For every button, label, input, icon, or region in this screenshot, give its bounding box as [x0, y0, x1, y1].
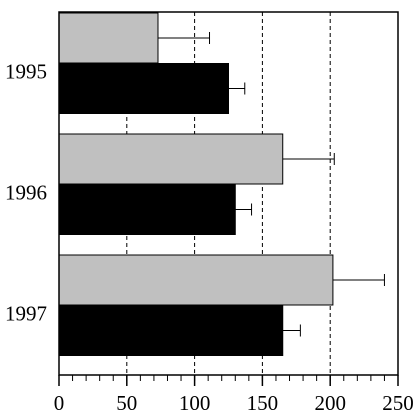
y-tick-label: 1995	[5, 59, 47, 83]
x-tick-label: 250	[382, 391, 414, 412]
bar	[58, 254, 334, 306]
plot-frame	[58, 11, 399, 376]
y-tick-label: 1996	[5, 180, 47, 204]
bar	[58, 305, 284, 356]
x-tick-label: 0	[54, 391, 65, 412]
x-tick-label: 150	[247, 391, 279, 412]
x-tick-label: 50	[116, 391, 137, 412]
bar	[58, 12, 159, 64]
x-tick-label: 100	[179, 391, 211, 412]
bar	[58, 63, 229, 114]
y-tick-label: 1997	[5, 301, 47, 325]
bar	[58, 133, 284, 185]
x-tick-label: 200	[314, 391, 346, 412]
bar	[58, 184, 236, 235]
